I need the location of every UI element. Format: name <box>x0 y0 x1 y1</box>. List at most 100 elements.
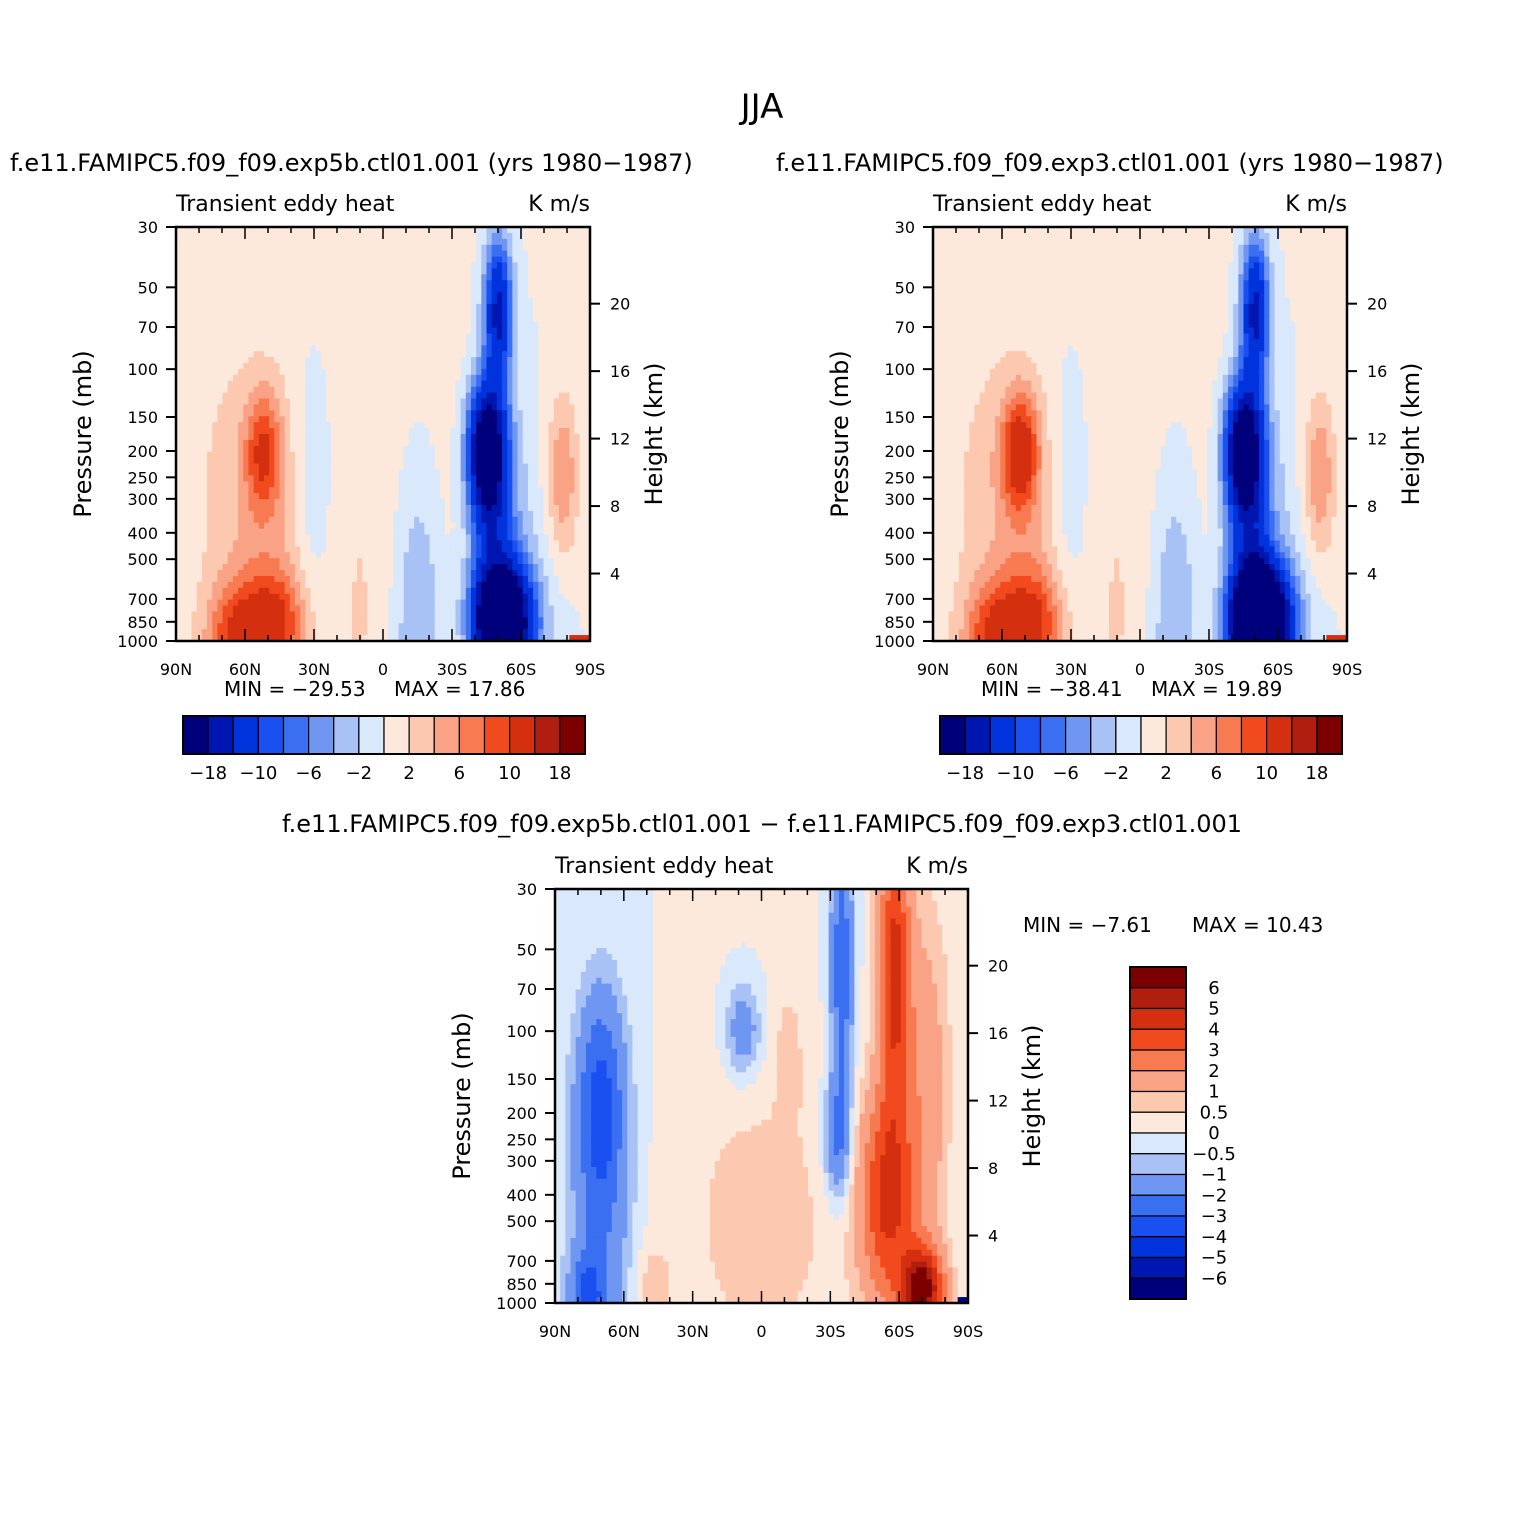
heatmap-cell <box>512 439 519 447</box>
heatmap-cell <box>533 333 539 340</box>
heatmap-cell <box>553 386 560 394</box>
heatmap-cell <box>398 280 405 287</box>
heatmap-cell <box>507 256 513 264</box>
heatmap-cell <box>305 238 312 246</box>
heatmap-cell <box>533 558 539 565</box>
heatmap-cell <box>320 327 327 335</box>
heatmap-cell <box>564 469 570 476</box>
heatmap-cell <box>295 363 301 370</box>
heatmap-cell <box>176 250 182 258</box>
heatmap-cell <box>465 522 472 530</box>
heatmap-cell <box>351 422 358 429</box>
heatmap-cell <box>439 575 446 583</box>
heatmap-cell <box>331 386 338 394</box>
heatmap-cell <box>300 463 306 471</box>
heatmap-cell <box>331 274 338 281</box>
heatmap-cell <box>569 451 576 459</box>
heatmap-cell <box>367 570 374 577</box>
heatmap-cell <box>512 363 519 370</box>
heatmap-cell <box>569 499 576 506</box>
heatmap-cell <box>434 487 441 494</box>
heatmap-cell <box>305 339 312 346</box>
heatmap-cell <box>548 410 555 417</box>
heatmap-cell <box>403 516 410 524</box>
heatmap-cell <box>434 303 441 311</box>
heatmap-cell <box>196 510 203 518</box>
heatmap-cell <box>558 439 565 447</box>
heatmap-cell <box>320 499 327 506</box>
heatmap-cell <box>470 516 477 524</box>
heatmap-cell <box>315 540 322 547</box>
heatmap-cell <box>217 363 224 370</box>
heatmap-cell <box>232 374 239 382</box>
heatmap-cell <box>439 368 446 376</box>
heatmap-cell <box>393 339 400 346</box>
heatmap-cell <box>569 469 576 476</box>
heatmap-cell <box>186 439 193 447</box>
heatmap-cell <box>388 499 394 506</box>
heatmap-cell <box>439 238 446 246</box>
heatmap-cell <box>201 345 208 352</box>
heatmap-cell <box>232 227 239 234</box>
heatmap-cell <box>548 227 555 234</box>
heatmap-cell <box>419 428 425 435</box>
heatmap-cell <box>491 363 498 370</box>
heatmap-cell <box>367 410 374 417</box>
heatmap-cell <box>408 481 415 488</box>
heatmap-cell <box>341 280 348 287</box>
heatmap-cell <box>346 274 353 281</box>
heatmap-cell <box>502 380 508 388</box>
heatmap-cell <box>424 428 431 435</box>
heatmap-cell <box>548 392 555 400</box>
heatmap-cell <box>269 493 275 500</box>
heatmap-cell <box>419 422 425 429</box>
heatmap-cell <box>243 593 250 601</box>
heatmap-cell <box>496 256 503 264</box>
heatmap-cell <box>470 422 477 429</box>
heatmap-cell <box>517 297 524 305</box>
heatmap-cell <box>238 493 244 500</box>
heatmap-cell <box>212 327 218 335</box>
heatmap-cell <box>470 303 477 311</box>
heatmap-cell <box>553 392 560 400</box>
heatmap-cell <box>243 534 250 542</box>
heatmap-cell <box>232 434 239 441</box>
heatmap-cell <box>357 587 363 595</box>
heatmap-cell <box>543 380 550 388</box>
heatmap-cell <box>212 315 218 323</box>
heatmap-cell <box>351 315 358 323</box>
heatmap-cell <box>414 445 420 453</box>
heatmap-cell <box>424 558 431 565</box>
heatmap-cell <box>207 422 213 429</box>
heatmap-cell <box>507 575 513 583</box>
heatmap-cell <box>212 570 218 577</box>
heatmap-cell <box>258 404 265 411</box>
heatmap-cell <box>465 581 472 589</box>
heatmap-cell <box>460 434 467 441</box>
heatmap-cell <box>176 410 182 417</box>
heatmap-cell <box>367 439 374 447</box>
heatmap-cell <box>543 481 550 488</box>
heatmap-cell <box>538 546 545 553</box>
heatmap-cell <box>377 410 384 417</box>
heatmap-cell <box>548 552 555 559</box>
heatmap-cell <box>564 386 570 394</box>
heatmap-cell <box>486 558 493 565</box>
heatmap-cell <box>439 380 446 388</box>
heatmap-cell <box>300 475 306 482</box>
heatmap-cell <box>476 309 482 317</box>
heatmap-cell <box>269 386 275 394</box>
heatmap-cell <box>362 303 369 311</box>
heatmap-cell <box>315 439 322 447</box>
heatmap-cell <box>336 386 343 394</box>
panel-subtitle: f.e11.FAMIPC5.f09_f09.exp5b.ctl01.001 (y… <box>10 149 693 177</box>
heatmap-cell <box>558 232 565 240</box>
heatmap-cell <box>496 570 503 577</box>
heatmap-cell <box>274 558 281 565</box>
heatmap-cell <box>445 540 451 547</box>
heatmap-cell <box>460 227 467 234</box>
heatmap-cell <box>279 268 286 275</box>
heatmap-cell <box>217 386 224 394</box>
heatmap-cell <box>522 368 529 376</box>
heatmap-cell <box>481 552 488 559</box>
